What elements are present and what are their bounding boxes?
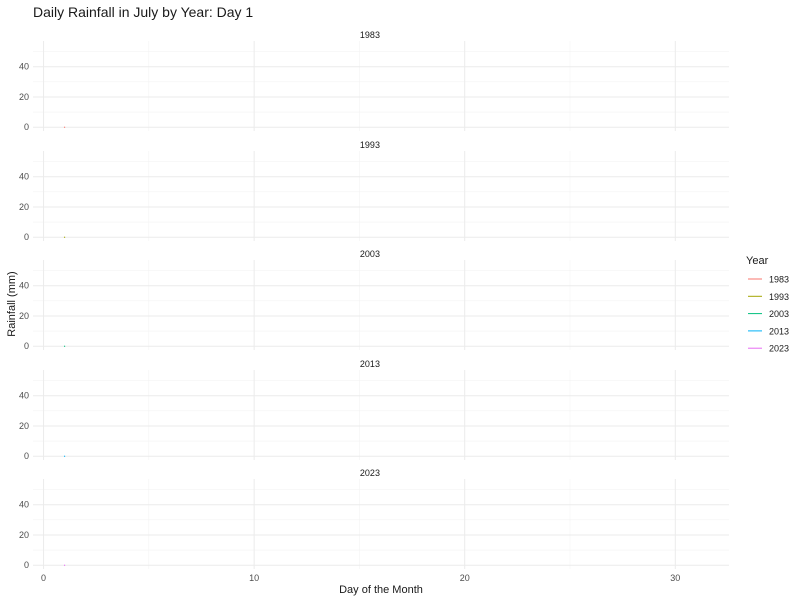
- facet-panel-2023: 2023 0 20 40: [19, 468, 729, 570]
- y-tick-label: 0: [24, 560, 29, 570]
- y-tick-label: 40: [19, 391, 29, 401]
- y-tick-label: 20: [19, 421, 29, 431]
- chart-title: Daily Rainfall in July by Year: Day 1: [33, 4, 253, 20]
- data-point-1993: [63, 236, 66, 238]
- facet-strip-label: 1983: [360, 30, 380, 40]
- y-axis-label: Rainfall (mm): [6, 271, 18, 336]
- legend-label-2003: 2003: [769, 309, 789, 319]
- facet-strip-label: 1993: [360, 140, 380, 150]
- facet-strip-label: 2003: [360, 249, 380, 259]
- x-tick-label: 20: [460, 573, 470, 583]
- y-tick-label: 40: [19, 500, 29, 510]
- data-point-2023: [63, 564, 66, 566]
- y-tick-label: 40: [19, 62, 29, 72]
- facet-strip-label: 2013: [360, 359, 380, 369]
- x-tick-label: 30: [670, 573, 680, 583]
- data-point-2003: [63, 345, 66, 347]
- data-point-2013: [63, 455, 66, 457]
- y-tick-label: 40: [19, 172, 29, 182]
- y-tick-label: 20: [19, 92, 29, 102]
- data-point-1983: [63, 126, 66, 128]
- legend: Year 1983 1993 2003 2013 2023: [746, 255, 789, 354]
- x-tick-label: 0: [41, 573, 46, 583]
- y-tick-label: 20: [19, 530, 29, 540]
- y-tick-label: 40: [19, 281, 29, 291]
- legend-label-2013: 2013: [769, 326, 789, 336]
- legend-title: Year: [746, 255, 769, 267]
- facet-panel-2003: 2003 0 20 40: [19, 249, 729, 351]
- y-tick-label: 20: [19, 202, 29, 212]
- y-tick-label: 0: [24, 122, 29, 132]
- facet-panel-2013: 2013 0 20 40: [19, 359, 729, 461]
- y-tick-label: 0: [24, 451, 29, 461]
- legend-items: 1983 1993 2003 2013 2023: [748, 275, 789, 354]
- facet-panel-1993: 1993 0 20 40: [19, 140, 729, 242]
- y-tick-label: 0: [24, 341, 29, 351]
- legend-label-1993: 1993: [769, 292, 789, 302]
- y-tick-label: 0: [24, 232, 29, 242]
- x-tick-label: 10: [249, 573, 259, 583]
- facet-panels: 1983020401993020402003020402013020402023…: [19, 30, 729, 583]
- facet-panel-1983: 1983 0 20 40: [19, 30, 729, 132]
- legend-label-2023: 2023: [769, 344, 789, 354]
- facet-strip-label: 2023: [360, 468, 380, 478]
- legend-label-1983: 1983: [769, 275, 789, 285]
- x-axis-label: Day of the Month: [339, 584, 423, 596]
- y-tick-label: 20: [19, 311, 29, 321]
